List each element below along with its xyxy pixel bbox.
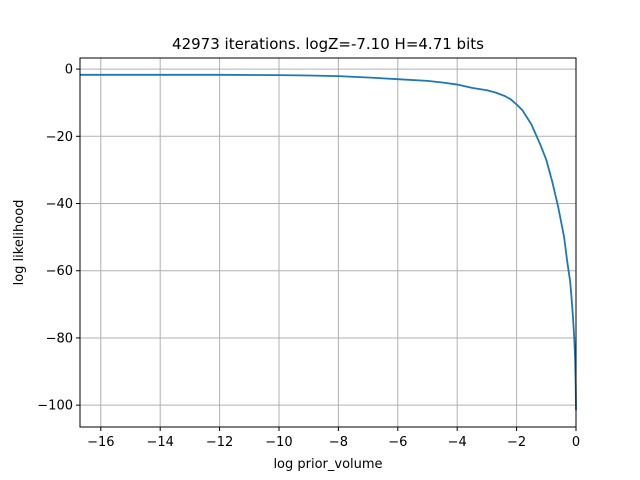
x-tick-label: −8	[329, 435, 348, 450]
y-axis-label: log likelihood	[12, 200, 27, 286]
y-tick-label: 0	[65, 63, 73, 78]
y-tick-label: −20	[46, 130, 73, 145]
y-tick-label: −60	[46, 264, 73, 279]
x-tick-label: −10	[265, 435, 292, 450]
y-tick-label: −80	[46, 331, 73, 346]
x-tick-label: −6	[388, 435, 407, 450]
x-tick-label: −16	[87, 435, 114, 450]
chart-title: 42973 iterations. logZ=-7.10 H=4.71 bits	[172, 35, 484, 53]
x-tick-label: −12	[206, 435, 233, 450]
plot-frame	[79, 57, 577, 428]
series-layer	[80, 73, 577, 411]
x-tick-label: 0	[572, 435, 580, 450]
y-tick-label: −100	[37, 399, 73, 414]
ticks: −16 −14 −12 −10 −8 −6 −4 −2 00−20−40−60−80−100	[37, 63, 580, 450]
grid	[80, 58, 577, 427]
y-tick-label: −40	[46, 197, 73, 212]
x-tick-label: −2	[507, 435, 526, 450]
x-axis-label: log prior_volume	[273, 457, 382, 472]
series-line	[80, 73, 577, 411]
x-tick-label: −14	[146, 435, 173, 450]
x-tick-label: −4	[448, 435, 467, 450]
